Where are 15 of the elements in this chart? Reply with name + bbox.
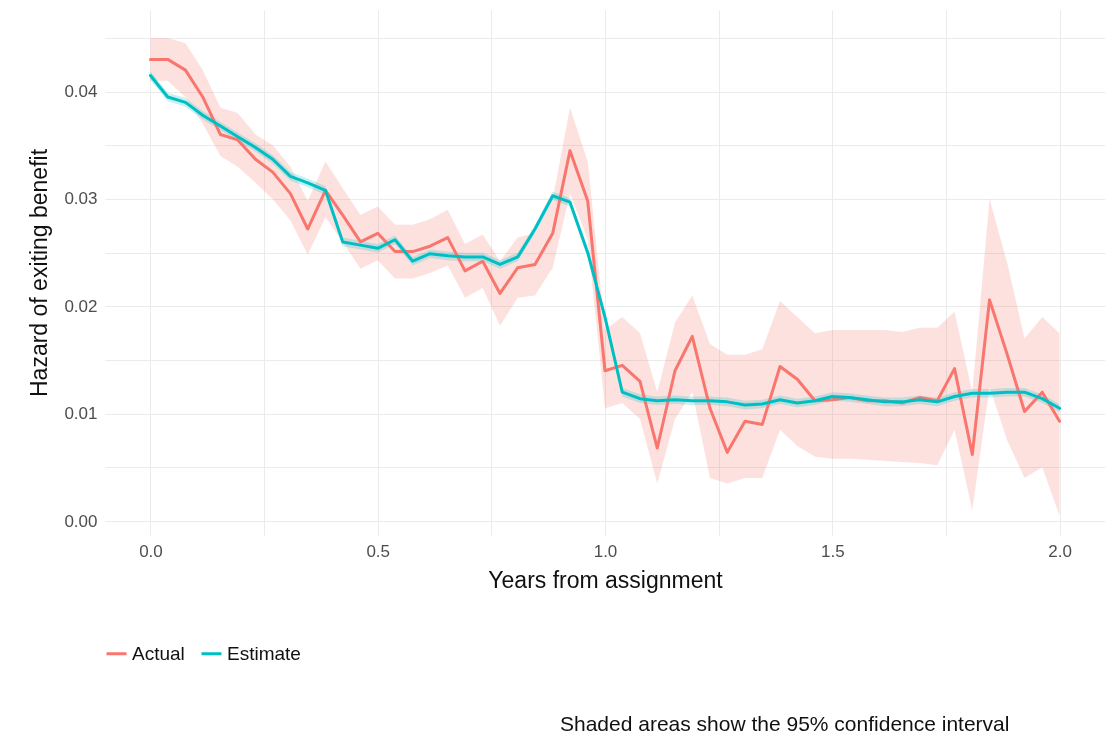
y-tick-label: 0.03 (64, 189, 98, 209)
x-tick-label: 0.5 (366, 541, 391, 561)
y-tick-label: 0.04 (64, 82, 98, 102)
legend-label: Estimate (227, 642, 301, 664)
y-axis-title: Hazard of exiting benefit (26, 148, 53, 398)
x-tick-label: 0.0 (139, 541, 163, 561)
legend-label: Actual (132, 642, 185, 664)
y-tick-label: 0.01 (64, 404, 98, 424)
text: Shaded areas show the 95% confidence interval (560, 712, 1010, 736)
x-tick-label: 2.0 (1048, 541, 1072, 561)
y-tick-label: 0.02 (64, 296, 98, 316)
x-axis-title: Years from assignment (488, 566, 724, 593)
x-tick-label: 1.0 (593, 541, 618, 561)
x-tick-label: 1.5 (820, 541, 845, 561)
y-tick-label: 0.00 (64, 511, 98, 531)
